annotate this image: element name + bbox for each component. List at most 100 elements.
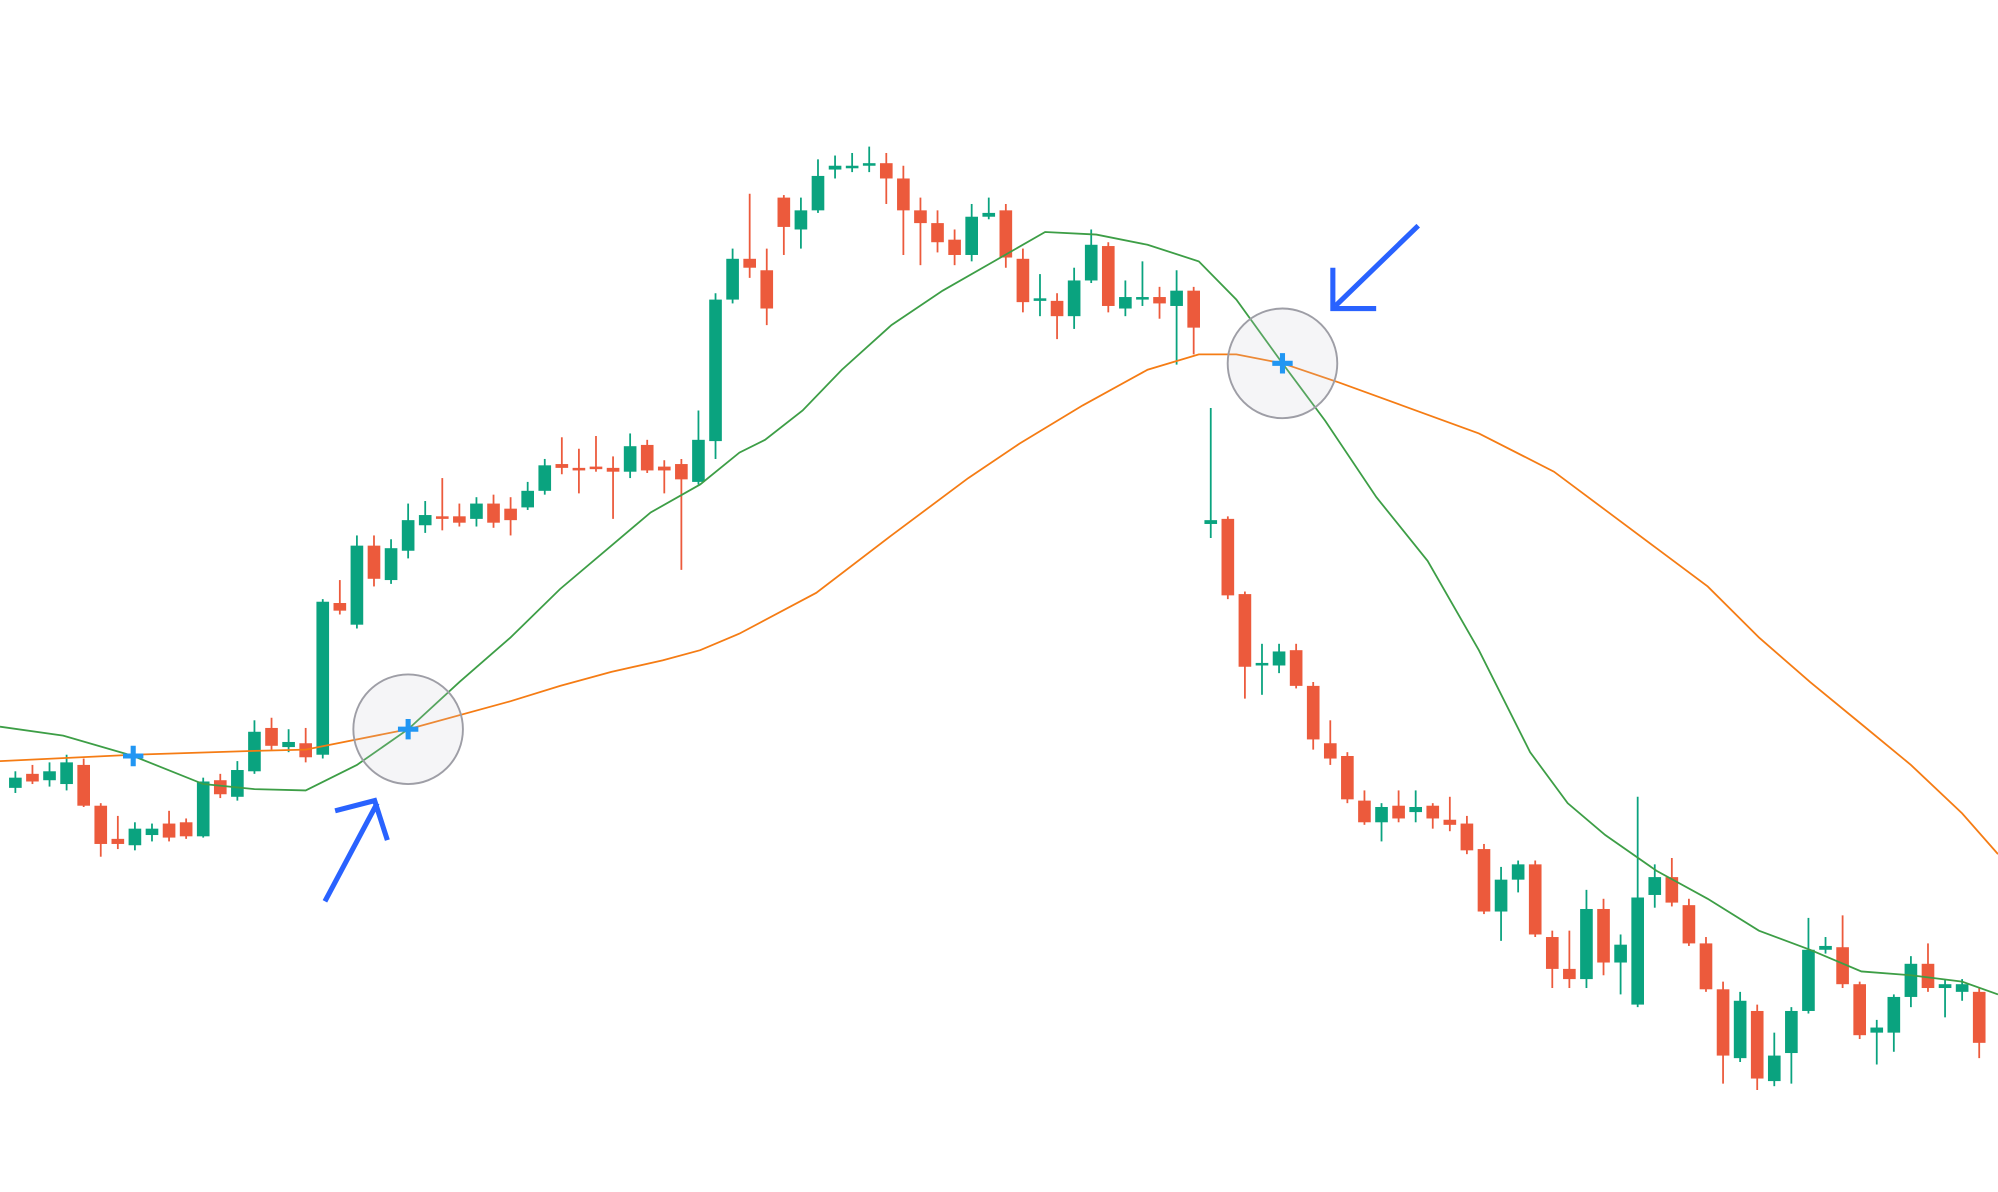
candle-body	[1802, 949, 1815, 1011]
candle-body	[1716, 989, 1730, 1056]
candle-body	[145, 828, 159, 836]
candle-body	[1426, 805, 1440, 819]
candle-body	[862, 163, 876, 166]
candle-body	[1921, 963, 1935, 989]
candle-body	[1341, 755, 1354, 800]
candle-body	[1067, 280, 1081, 317]
candle-body	[77, 764, 90, 806]
candle-body	[196, 781, 210, 837]
candle-body	[675, 464, 688, 480]
candle-body	[1443, 819, 1457, 825]
candle-body	[1528, 864, 1542, 935]
candle-body	[1119, 297, 1132, 309]
candle-body	[794, 210, 808, 230]
candle-body	[418, 515, 432, 526]
candle-body	[1409, 806, 1422, 813]
candle-body	[1853, 984, 1866, 1036]
annotation-arrows	[322, 223, 1420, 903]
candle-body	[1153, 297, 1166, 304]
candle-body	[572, 467, 586, 471]
candle-body	[948, 239, 961, 255]
candle-body	[914, 210, 927, 224]
candle-body	[1887, 996, 1901, 1033]
candle-body	[1631, 897, 1644, 1005]
candle-body	[1238, 594, 1252, 667]
candle-body	[640, 444, 654, 471]
candle-body	[1187, 290, 1200, 328]
crossover-marker	[1272, 353, 1293, 374]
candle-body	[384, 548, 398, 581]
moving-average-line	[0, 231, 1998, 996]
candle-body	[1563, 968, 1576, 980]
arrow-up-head	[334, 797, 390, 841]
candle-body	[709, 299, 722, 442]
candle-body	[657, 466, 671, 471]
candle-body	[179, 822, 193, 837]
candle-body	[453, 516, 466, 523]
candle-body	[1648, 877, 1662, 895]
candle-body	[1392, 805, 1405, 819]
candle-body	[1306, 685, 1320, 740]
candle-body	[1221, 518, 1235, 596]
candle-body	[1597, 908, 1610, 963]
candle-body	[265, 727, 278, 746]
candle-body	[743, 258, 756, 268]
candle-body	[1733, 1000, 1747, 1059]
candle-body	[692, 439, 705, 482]
candle-body	[487, 503, 500, 523]
moving-average-line	[0, 353, 1998, 855]
candle-body	[1580, 908, 1593, 980]
candle-body	[828, 165, 842, 170]
candle-body	[1767, 1055, 1781, 1082]
candle-body	[589, 466, 603, 470]
candle-body	[1955, 984, 1969, 992]
candle-body	[111, 838, 125, 844]
candle-body	[1750, 1010, 1764, 1079]
candle-body	[1545, 937, 1559, 969]
candle-body	[811, 175, 825, 211]
candle-body	[931, 223, 944, 243]
candle-body	[1101, 246, 1115, 306]
candle-body	[555, 464, 569, 468]
candle-body	[162, 823, 176, 838]
candle-body	[879, 163, 893, 179]
candle-body	[1511, 864, 1525, 880]
candle-body	[1870, 1027, 1884, 1033]
candle-body	[128, 828, 142, 846]
candle-body	[350, 545, 364, 625]
candle-body	[1204, 520, 1218, 524]
candle-body	[1016, 258, 1030, 303]
candle-body	[1972, 991, 1986, 1043]
candle-body	[231, 770, 244, 797]
candle-body	[1699, 943, 1713, 990]
candle-body	[1494, 879, 1508, 912]
candle-body	[1682, 905, 1696, 944]
candle-body	[982, 212, 996, 217]
candle-body	[845, 165, 859, 169]
candle-body	[1255, 662, 1269, 666]
candle-body	[401, 520, 415, 551]
candle-body	[1460, 823, 1474, 851]
candle-body	[26, 773, 39, 782]
candle-body	[1289, 650, 1303, 686]
candle-body	[1084, 244, 1098, 281]
candle-body	[1665, 877, 1679, 903]
candle-body	[1819, 945, 1832, 950]
candle-body	[606, 467, 620, 472]
candle-body	[1272, 651, 1286, 666]
arrow-down	[1333, 223, 1420, 308]
candle-body	[9, 777, 22, 788]
arrow-down-head	[1330, 267, 1377, 312]
candle-body	[897, 178, 910, 211]
crossover-marker	[397, 719, 419, 740]
candle-body	[521, 490, 534, 508]
candle-body	[1904, 963, 1918, 997]
candle-body	[94, 805, 108, 844]
candle-body	[333, 603, 347, 611]
candle-body	[60, 762, 73, 785]
candle-body	[282, 741, 295, 748]
candle-body	[1358, 800, 1371, 823]
candle-body	[623, 446, 637, 472]
